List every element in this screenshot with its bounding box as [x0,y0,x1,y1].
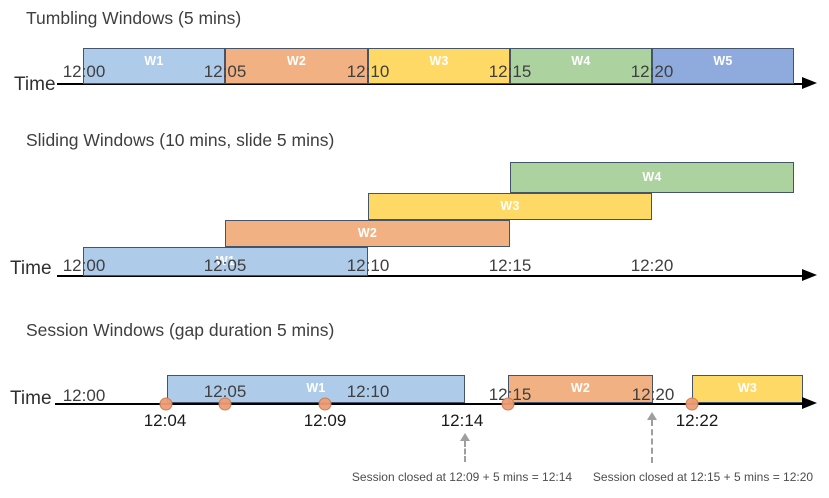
axis-tick-12-05: 12:05 [203,382,247,401]
event-dot [318,397,332,411]
time-axis-arrowhead-icon [802,397,817,409]
axis-tick-12-05: 12:05 [203,256,247,275]
axis-tick-12-15: 12:15 [488,385,532,404]
time-axis-label: Time [10,388,52,409]
section-title-session: Session Windows (gap duration 5 mins) [26,320,335,340]
window-label: W2 [357,225,378,240]
window-tumbling-w1: W1 [83,48,225,84]
window-label: W3 [737,381,758,396]
event-dot [501,397,515,411]
window-sliding-w2: W2 [225,220,510,247]
annotation-arrow-line [464,441,466,462]
axis-tick-12-00: 12:00 [62,386,106,405]
axis-tick-12-10: 12:10 [346,382,390,401]
window-session-w2: W2 [508,375,653,403]
axis-tick-12-15: 12:15 [488,256,532,275]
window-sliding-w3: W3 [368,193,652,220]
annotation-arrow-head-icon [460,433,470,441]
time-axis-line [57,275,802,277]
axis-tick-12-05: 12:05 [203,62,247,81]
window-tumbling-w2: W2 [225,48,368,84]
annotation-text: Session closed at 12:09 + 5 mins = 12:14 [351,470,573,484]
window-label: W3 [429,54,449,69]
time-axis-line [55,403,802,405]
window-label: W2 [570,381,591,396]
section-title-sliding: Sliding Windows (10 mins, slide 5 mins) [26,130,335,150]
window-label: W2 [286,54,307,69]
axis-tick-12-00: 12:00 [62,62,106,81]
axis-tick-12-10: 12:10 [346,256,390,275]
axis-tick-12-20: 12:20 [630,256,674,275]
axis-tick-12-00: 12:00 [62,256,106,275]
axis-tick-12-10: 12:10 [346,62,390,81]
time-axis-label: Time [14,74,56,95]
annotation-text: Session closed at 12:15 + 5 mins = 12:20 [592,470,814,484]
window-label: W4 [571,54,591,69]
window-tumbling-w3: W3 [368,48,510,84]
event-time-label-12-14: 12:14 [440,411,484,430]
time-axis-arrowhead-icon [802,77,817,89]
time-axis-line [57,83,802,85]
event-dot [218,397,232,411]
section-title-tumbling: Tumbling Windows (5 mins) [26,8,242,28]
event-time-label-12-04: 12:04 [143,411,187,430]
window-label: W5 [713,54,733,69]
axis-tick-12-20: 12:20 [630,62,674,81]
time-axis-label: Time [10,258,52,279]
window-tumbling-w4: W4 [510,48,652,84]
window-sliding-w4: W4 [510,162,794,193]
window-label: W1 [144,54,164,69]
window-label: W4 [642,169,662,184]
axis-tick-12-15: 12:15 [488,62,532,81]
window-label: W1 [306,381,326,396]
axis-tick-12-20: 12:20 [631,385,675,404]
annotation-arrow-line [651,420,653,463]
window-session-w3: W3 [692,375,803,403]
window-sliding-w1: W1 [83,247,368,276]
event-time-label-12-09: 12:09 [303,411,347,430]
time-axis-arrowhead-icon [802,269,817,281]
event-dot [159,397,173,411]
window-session-w1: W1 [167,375,465,403]
event-time-label-12-22: 12:22 [675,411,719,430]
event-dot [685,397,699,411]
window-label: W1 [215,253,236,268]
window-label: W3 [500,198,520,213]
annotation-arrow-head-icon [647,412,657,420]
window-tumbling-w5: W5 [652,48,794,84]
